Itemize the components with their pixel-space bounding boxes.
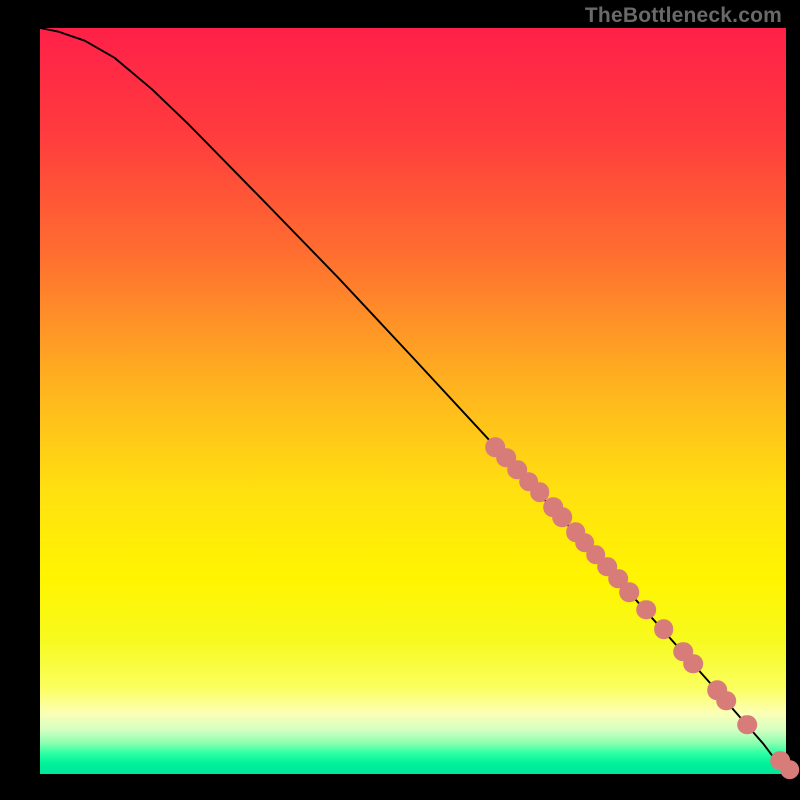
data-point <box>654 619 674 639</box>
chart-container: TheBottleneck.com <box>0 0 800 800</box>
data-point <box>620 582 640 602</box>
data-point <box>637 600 657 620</box>
markers-layer <box>40 28 786 774</box>
data-point <box>717 691 737 711</box>
data-point <box>684 654 704 674</box>
watermark-text: TheBottleneck.com <box>585 4 782 28</box>
data-point <box>737 715 757 735</box>
plot-area <box>40 28 786 774</box>
data-point <box>780 760 800 780</box>
